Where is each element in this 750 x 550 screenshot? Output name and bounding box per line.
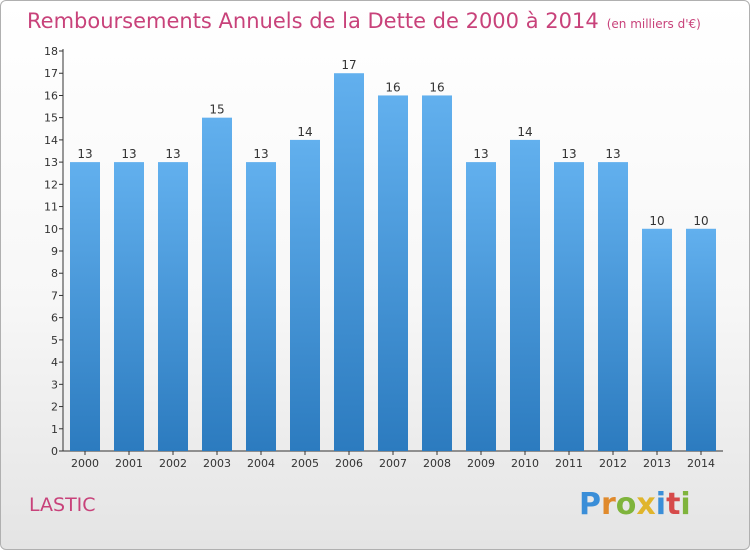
bar-value-label: 10 (693, 214, 708, 228)
x-tick-label: 2002 (159, 457, 187, 470)
x-tick-label: 2003 (203, 457, 231, 470)
data-labels: 13 13 13 15 13 14 17 16 16 13 14 13 13 10 10 (77, 58, 708, 228)
y-tick-label: 12 (44, 178, 58, 191)
bar-value-label: 13 (473, 147, 488, 161)
bar-value-label: 16 (385, 80, 400, 94)
bar-value-label: 14 (517, 125, 532, 139)
y-tick-label: 7 (51, 289, 58, 302)
x-tick-label: 2013 (643, 457, 671, 470)
bar-2007 (378, 95, 408, 451)
y-tick-label: 0 (51, 445, 58, 458)
bar-2011 (554, 162, 584, 451)
x-tick-label: 2004 (247, 457, 275, 470)
bar-value-label: 13 (165, 147, 180, 161)
logo-letter: P (579, 487, 601, 522)
logo-letter: t (666, 487, 681, 522)
x-tick-label: 2007 (379, 457, 407, 470)
x-tick-labels: 2000 2001 2002 2003 2004 2005 2006 2007 2008 2009… (71, 457, 715, 470)
bar-2009 (466, 162, 496, 451)
bar-value-label: 13 (561, 147, 576, 161)
bar-value-label: 17 (341, 58, 356, 72)
x-tick-label: 2011 (555, 457, 583, 470)
bar-2001 (114, 162, 144, 451)
bars (70, 73, 716, 452)
x-tick-label: 2000 (71, 457, 99, 470)
logo-letter: i (680, 487, 691, 522)
y-tick-label: 17 (44, 67, 58, 80)
y-tick-label: 6 (51, 312, 58, 325)
x-tick-label: 2005 (291, 457, 319, 470)
chart-unit: (en milliers d'€) (606, 17, 701, 31)
bar-value-label: 13 (77, 147, 92, 161)
bar-2014 (686, 228, 716, 451)
y-tick-label: 13 (44, 156, 58, 169)
y-tick-label: 8 (51, 267, 58, 280)
y-tick-label: 1 (51, 423, 58, 436)
bar-value-label: 13 (605, 147, 620, 161)
bar-value-label: 13 (253, 147, 268, 161)
y-tick-label: 2 (51, 401, 58, 414)
bar-value-label: 15 (209, 103, 224, 117)
bar-2010 (510, 139, 540, 451)
x-tick-label: 2009 (467, 457, 495, 470)
bar-2002 (158, 162, 188, 451)
y-tick-label: 16 (44, 89, 58, 102)
logo-letter: r (601, 487, 616, 522)
x-tick-label: 2006 (335, 457, 363, 470)
logo-letter: o (615, 487, 637, 522)
bar-2000 (70, 162, 100, 451)
commune-name: LASTIC (29, 494, 96, 516)
y-tick-label: 14 (44, 134, 58, 147)
x-tick-label: 2012 (599, 457, 627, 470)
x-tick-label: 2010 (511, 457, 539, 470)
bar-2003 (202, 117, 232, 452)
x-tick-label: 2014 (687, 457, 715, 470)
y-tick-label: 10 (44, 223, 58, 236)
bar-2012 (598, 162, 628, 451)
x-tick-label: 2001 (115, 457, 143, 470)
bar-value-label: 10 (649, 214, 664, 228)
bar-value-label: 13 (121, 147, 136, 161)
y-tick-label: 9 (51, 245, 58, 258)
logo-letter: i (655, 487, 667, 522)
bar-value-label: 14 (297, 125, 312, 139)
y-tick-label: 4 (51, 356, 58, 369)
bar-2013 (642, 228, 672, 451)
chart-title-text: Remboursements Annuels de la Dette de 20… (27, 9, 599, 33)
logo-letter: x (636, 487, 656, 522)
bar-2004 (246, 162, 276, 451)
y-tick-label: 3 (51, 378, 58, 391)
bar-value-label: 16 (429, 80, 444, 94)
proxiti-logo: Proxiti (579, 487, 691, 522)
bar-2008 (422, 95, 452, 451)
y-tick-label: 5 (51, 334, 58, 347)
x-tick-label: 2008 (423, 457, 451, 470)
y-tick-label: 11 (44, 201, 58, 214)
chart-title: Remboursements Annuels de la Dette de 20… (27, 9, 701, 33)
y-tick-label: 15 (44, 112, 58, 125)
bar-2006 (334, 73, 364, 451)
y-tick-label: 18 (44, 45, 58, 58)
bar-2005 (290, 139, 320, 451)
